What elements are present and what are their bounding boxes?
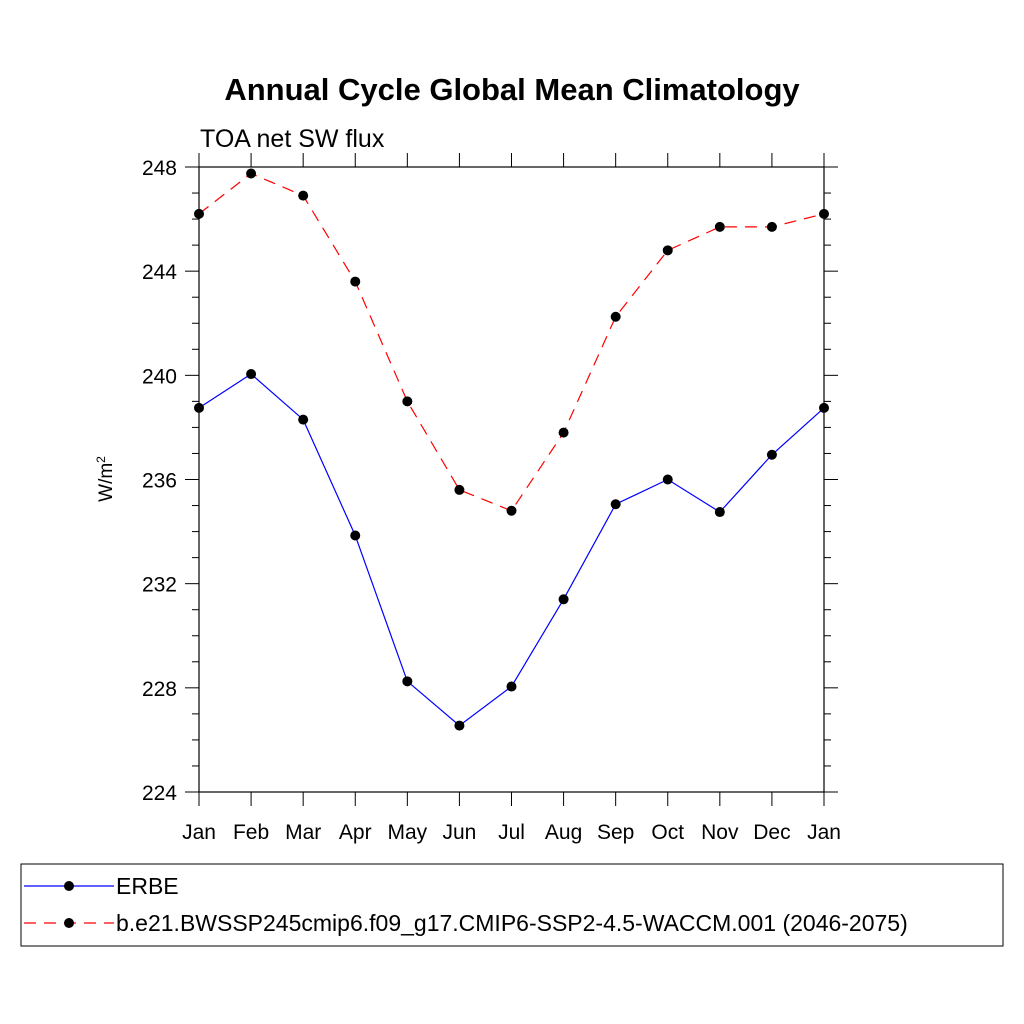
series-0-point bbox=[819, 402, 829, 413]
x-tick-label: Mar bbox=[285, 821, 321, 844]
series-1-point bbox=[298, 190, 309, 201]
series-0-point bbox=[350, 530, 361, 541]
y-tick-label: 248 bbox=[142, 157, 177, 180]
series-1-point bbox=[506, 505, 517, 516]
series-1-point bbox=[714, 221, 725, 232]
series-1-point bbox=[454, 484, 465, 495]
x-tick-label: Oct bbox=[651, 821, 684, 844]
x-tick-label: Dec bbox=[753, 821, 790, 844]
series-1-point bbox=[246, 168, 257, 179]
chart-title: Annual Cycle Global Mean Climatology bbox=[224, 72, 800, 107]
x-tick-label: Apr bbox=[339, 821, 372, 844]
series-1-point bbox=[402, 396, 413, 407]
y-axis-tick-labels: 224 228 232 236 240 244 248 bbox=[142, 157, 177, 805]
x-tick-label: Sep bbox=[597, 821, 634, 844]
series-1-point bbox=[558, 427, 569, 438]
y-axis-label: W/m2 bbox=[94, 456, 117, 502]
series-0-point bbox=[714, 507, 725, 518]
series-1-point bbox=[610, 311, 621, 322]
series-1-point bbox=[766, 221, 777, 232]
series-0-point bbox=[610, 499, 621, 510]
series-layer bbox=[194, 168, 829, 731]
x-tick-label: Jan bbox=[807, 821, 841, 844]
x-tick-label: Feb bbox=[233, 821, 269, 844]
series-0-point bbox=[454, 720, 465, 731]
y-axis-label-base: W/m bbox=[96, 463, 117, 502]
axis-ticks bbox=[185, 153, 838, 806]
series-0-point bbox=[402, 676, 413, 687]
series-1-point bbox=[350, 276, 361, 287]
x-tick-label: Jun bbox=[442, 821, 476, 844]
legend-box bbox=[20, 863, 1004, 947]
series-0-point bbox=[558, 594, 569, 605]
legend-label-model: b.e21.BWSSP245cmip6.f09_g17.CMIP6-SSP2-4… bbox=[116, 910, 908, 936]
legend-marker-model bbox=[64, 918, 74, 928]
y-tick-label: 228 bbox=[142, 678, 177, 701]
x-tick-label: Jul bbox=[498, 821, 525, 844]
y-tick-label: 240 bbox=[142, 365, 177, 388]
y-tick-label: 224 bbox=[142, 782, 177, 805]
series-0-point bbox=[246, 369, 257, 380]
series-0-point bbox=[766, 449, 777, 460]
legend-label-erbe: ERBE bbox=[116, 873, 179, 899]
chart-subtitle: TOA net SW flux bbox=[200, 125, 385, 153]
series-0-point bbox=[662, 474, 673, 485]
series-line-1 bbox=[198, 172, 825, 512]
series-1-point bbox=[662, 245, 673, 256]
series-0-point bbox=[506, 681, 517, 692]
x-tick-label: Aug bbox=[545, 821, 582, 844]
y-tick-label: 232 bbox=[142, 574, 177, 597]
series-1-point bbox=[194, 208, 204, 219]
x-tick-label: Nov bbox=[701, 821, 739, 844]
x-axis-tick-labels: Jan Feb Mar Apr May Jun Jul Aug Sep Oct Nov Dec Jan bbox=[182, 821, 841, 844]
x-tick-label: May bbox=[387, 821, 427, 844]
x-tick-label: Jan bbox=[182, 821, 216, 844]
series-line-0 bbox=[198, 373, 825, 727]
series-0-point bbox=[298, 414, 309, 425]
plot-frame bbox=[198, 166, 825, 793]
series-1-point bbox=[819, 208, 829, 219]
series-0-point bbox=[194, 402, 204, 413]
y-tick-label: 236 bbox=[142, 470, 177, 493]
y-axis-label-superscript: 2 bbox=[94, 456, 108, 463]
y-tick-label: 244 bbox=[142, 261, 177, 284]
legend-marker-erbe bbox=[64, 881, 74, 891]
